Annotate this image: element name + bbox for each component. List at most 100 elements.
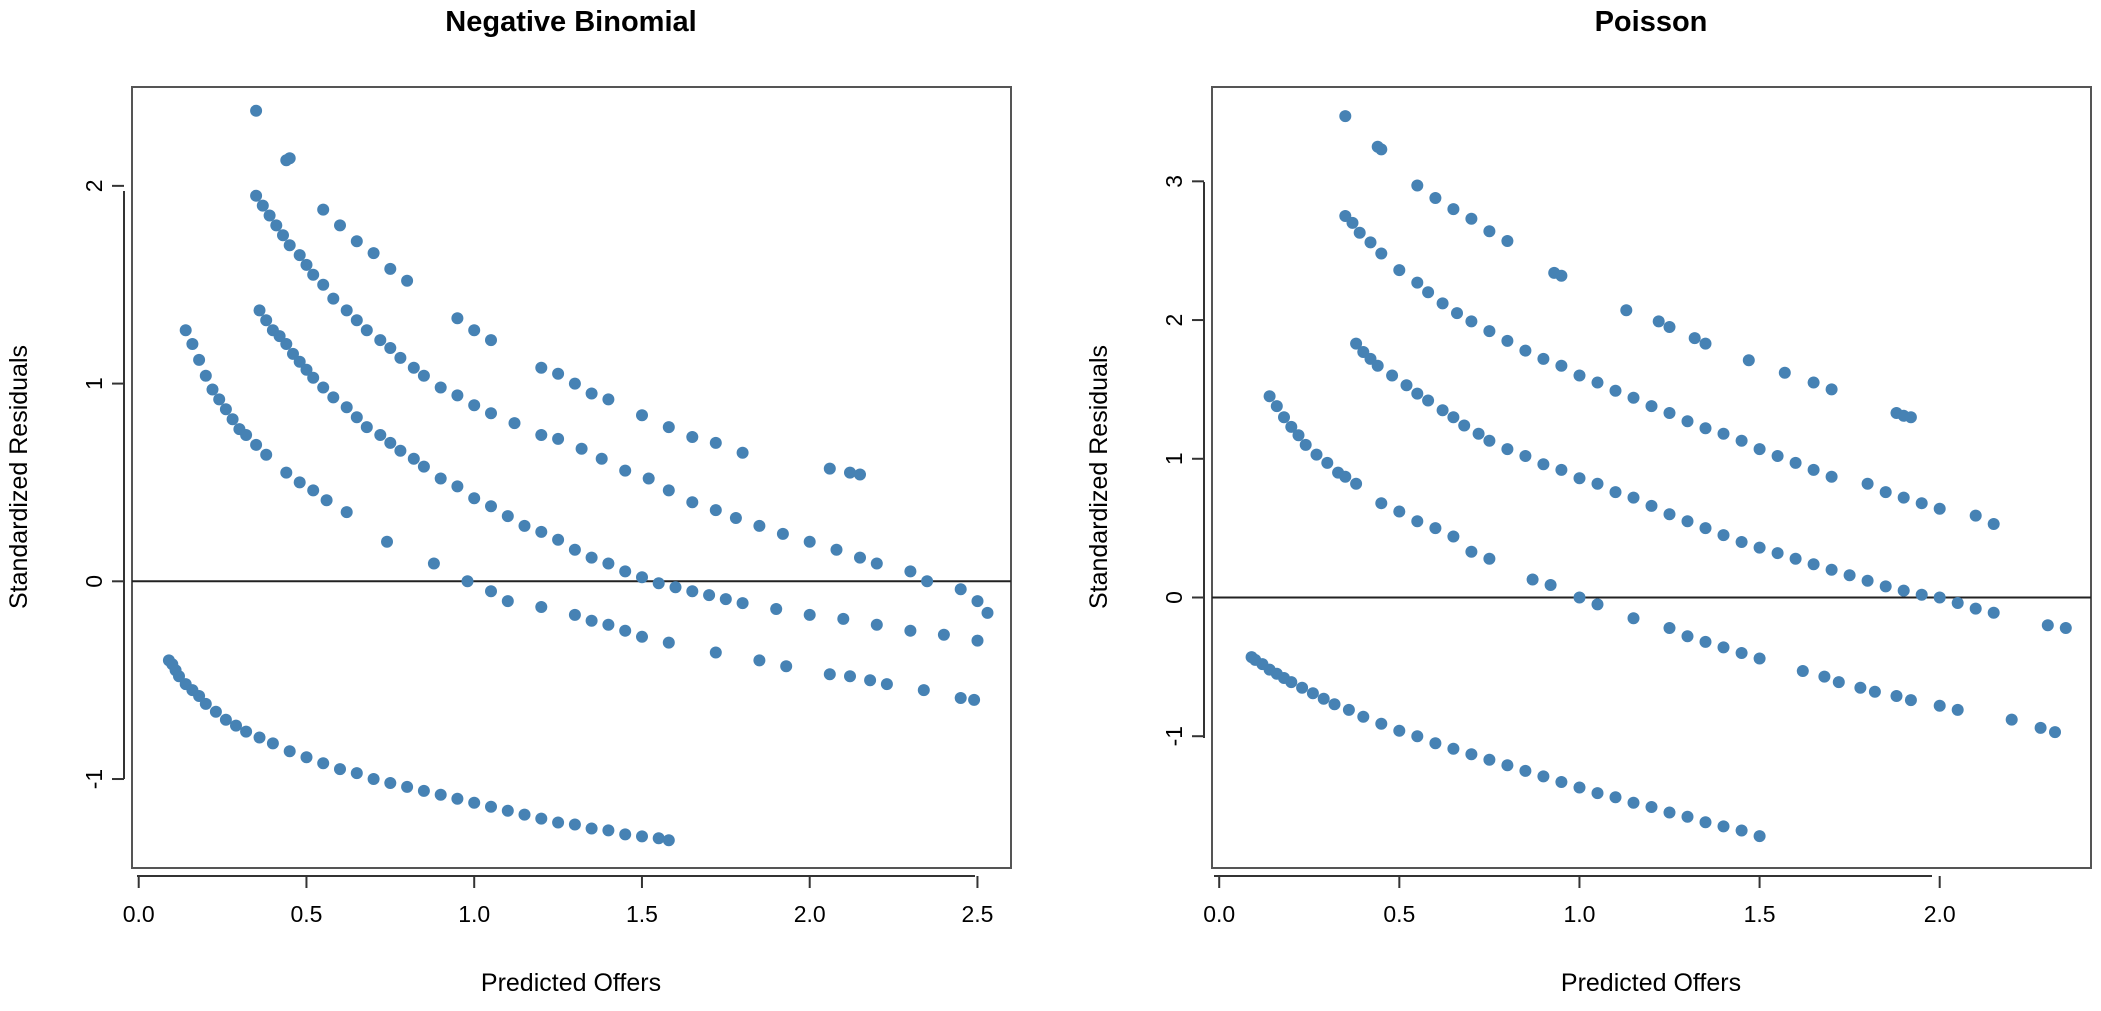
data-point <box>1663 321 1676 333</box>
data-point <box>300 751 313 764</box>
data-point <box>1375 717 1388 730</box>
data-point <box>552 533 565 546</box>
data-point <box>1350 477 1363 490</box>
data-point <box>283 239 296 252</box>
data-point <box>686 431 699 443</box>
data-point <box>1573 591 1586 604</box>
data-point <box>535 601 548 613</box>
data-point <box>1285 676 1298 689</box>
data-point <box>179 324 192 337</box>
data-point <box>485 800 497 813</box>
data-point <box>253 304 266 317</box>
data-point <box>854 551 866 564</box>
data-point <box>568 818 581 831</box>
data-point <box>844 466 856 479</box>
data-point <box>921 575 934 588</box>
data-point <box>1933 502 1946 515</box>
data-point <box>736 446 749 459</box>
data-point <box>1447 530 1460 543</box>
data-point <box>1342 703 1355 716</box>
data-point <box>1501 759 1514 772</box>
data-point <box>350 767 363 780</box>
data-point <box>1818 670 1831 683</box>
data-point <box>686 585 699 598</box>
data-point <box>1753 652 1766 665</box>
data-point <box>1339 110 1352 123</box>
y-tick-label: -1 <box>81 769 107 789</box>
data-point <box>1969 602 1982 615</box>
data-point <box>451 792 464 805</box>
data-point <box>1375 497 1388 510</box>
data-point <box>186 338 199 350</box>
data-point <box>854 468 866 481</box>
data-point <box>1915 588 1928 601</box>
data-point <box>219 713 232 726</box>
data-point <box>1688 332 1701 345</box>
data-point <box>1447 203 1460 216</box>
data-point <box>870 557 883 570</box>
data-point <box>1483 552 1496 565</box>
data-point <box>1854 681 1867 694</box>
data-point <box>1699 522 1712 535</box>
data-point <box>954 583 967 596</box>
data-point <box>1422 394 1435 407</box>
x-tick-label: 1.5 <box>626 901 658 927</box>
data-point <box>823 668 836 681</box>
data-point <box>1879 580 1892 593</box>
x-tick-label: 1.0 <box>1563 901 1595 927</box>
panel-poisson: Poisson 0.0 0.5 1.0 1.5 2.0 -1 0 1 2 3 Predicted… <box>1085 6 2092 997</box>
data-point <box>535 361 548 374</box>
data-point <box>1897 584 1910 597</box>
data-point <box>384 777 397 789</box>
data-point <box>317 381 330 394</box>
data-point <box>1526 573 1539 586</box>
data-point <box>1951 597 1964 609</box>
scatter-points <box>162 104 994 847</box>
data-point <box>260 448 273 461</box>
data-point <box>485 407 497 420</box>
data-point <box>2049 726 2061 739</box>
x-axis-ticks: 0.0 0.5 1.0 1.5 2.0 <box>1203 876 1956 927</box>
data-point <box>1681 415 1694 428</box>
data-point <box>280 338 293 350</box>
data-point <box>1778 366 1791 379</box>
data-point <box>1411 515 1424 528</box>
data-point <box>1969 509 1982 522</box>
data-point <box>619 624 632 637</box>
x-axis-label: Predicted Offers <box>481 969 661 997</box>
data-point <box>1422 286 1435 299</box>
data-point <box>1573 472 1586 485</box>
data-point <box>602 618 615 631</box>
data-point <box>1904 411 1917 424</box>
data-point <box>1375 143 1388 156</box>
data-point <box>1789 552 1802 565</box>
data-point <box>1807 558 1820 571</box>
data-point <box>287 347 299 360</box>
y-axis-ticks: -1 0 1 2 <box>81 179 124 789</box>
data-point <box>1825 470 1838 483</box>
data-point <box>263 209 276 222</box>
data-point <box>1699 337 1712 350</box>
data-point <box>636 630 648 643</box>
data-point <box>1306 687 1319 700</box>
data-point <box>518 808 531 821</box>
data-point <box>381 535 393 548</box>
data-point <box>780 660 793 673</box>
data-point <box>350 314 363 327</box>
data-point <box>367 773 380 785</box>
data-point <box>434 788 447 801</box>
data-point <box>1825 383 1838 396</box>
y-tick-label: 2 <box>1161 314 1187 327</box>
data-point <box>518 519 531 532</box>
data-point <box>283 745 296 758</box>
x-tick-label: 2.0 <box>794 901 826 927</box>
data-point <box>1436 297 1449 310</box>
data-point <box>334 763 346 776</box>
data-point <box>619 828 632 841</box>
data-point <box>1544 579 1557 591</box>
data-point <box>1681 810 1694 823</box>
data-point <box>971 595 984 608</box>
data-point <box>1663 622 1676 634</box>
data-point <box>1861 477 1874 490</box>
data-point <box>776 527 789 540</box>
